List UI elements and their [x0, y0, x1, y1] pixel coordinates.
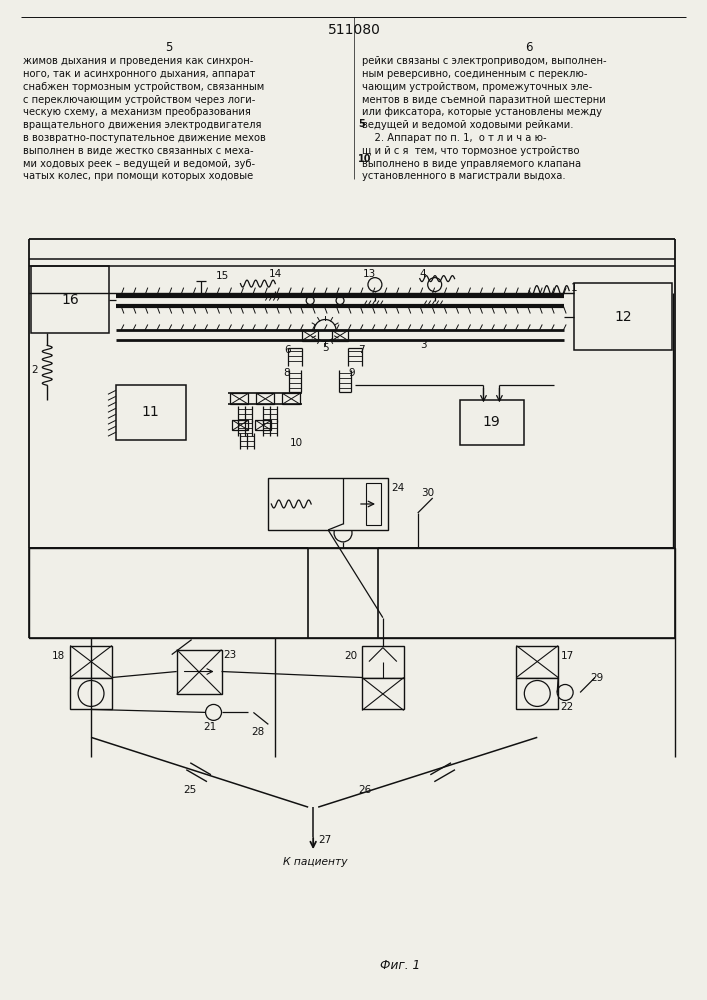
Bar [70, 678, 112, 709]
Text: 15: 15 [216, 271, 229, 281]
Text: 10: 10 [291, 438, 303, 448]
Text: 24: 24 [391, 483, 404, 493]
Text: 4: 4 [420, 269, 426, 279]
Bar [70, 646, 112, 678]
Bar [255, 420, 271, 430]
Text: 8: 8 [284, 368, 290, 378]
Text: 17: 17 [561, 651, 574, 661]
Text: 2: 2 [31, 365, 38, 375]
Text: рейки связаны с электроприводом, выполнен-
ным реверсивно, соединенным с переклю: рейки связаны с электроприводом, выполне… [362, 56, 607, 181]
Text: 5: 5 [165, 41, 173, 54]
Text: 3: 3 [420, 340, 426, 350]
Text: 23: 23 [223, 650, 237, 660]
Text: 6: 6 [525, 41, 533, 54]
Bar [233, 420, 248, 430]
Bar [332, 330, 348, 341]
Text: 18: 18 [52, 651, 66, 661]
Text: 25: 25 [184, 785, 197, 795]
Bar [574, 283, 672, 350]
Bar [362, 646, 404, 678]
Text: 20: 20 [344, 651, 357, 661]
Text: 29: 29 [590, 673, 603, 683]
Text: 14: 14 [269, 269, 281, 279]
Bar [269, 478, 388, 530]
Bar [282, 393, 300, 404]
Text: 16: 16 [62, 293, 79, 307]
Text: 10: 10 [358, 154, 371, 164]
Bar [116, 385, 186, 440]
Text: 12: 12 [614, 310, 632, 324]
Text: К пациенту: К пациенту [284, 857, 348, 867]
Bar [230, 393, 248, 404]
Bar [516, 678, 559, 709]
Text: 1: 1 [571, 283, 578, 293]
Text: 9: 9 [348, 368, 355, 378]
Bar [516, 646, 559, 678]
Text: жимов дыхания и проведения как синхрон-
ного, так и асинхронного дыхания, аппара: жимов дыхания и проведения как синхрон- … [23, 56, 266, 181]
Bar [29, 548, 674, 638]
Bar [257, 393, 274, 404]
Text: 22: 22 [560, 702, 573, 712]
Bar [31, 266, 109, 333]
Text: 5: 5 [358, 119, 365, 129]
Text: 27: 27 [318, 835, 332, 845]
Bar [177, 650, 221, 694]
Text: Фиг. 1: Фиг. 1 [380, 959, 420, 972]
Text: 511080: 511080 [327, 23, 380, 37]
Text: 30: 30 [421, 488, 434, 498]
Text: 19: 19 [483, 415, 501, 429]
Bar [460, 400, 525, 445]
Text: 21: 21 [204, 722, 217, 732]
Text: 13: 13 [363, 269, 376, 279]
Bar [362, 678, 404, 709]
Text: 26: 26 [358, 785, 371, 795]
Bar [302, 330, 318, 341]
Text: 6: 6 [284, 345, 291, 355]
Text: 5: 5 [322, 343, 329, 353]
Text: 7: 7 [358, 345, 365, 355]
Text: 28: 28 [252, 727, 264, 737]
Bar [366, 483, 381, 525]
Text: 11: 11 [142, 405, 160, 419]
